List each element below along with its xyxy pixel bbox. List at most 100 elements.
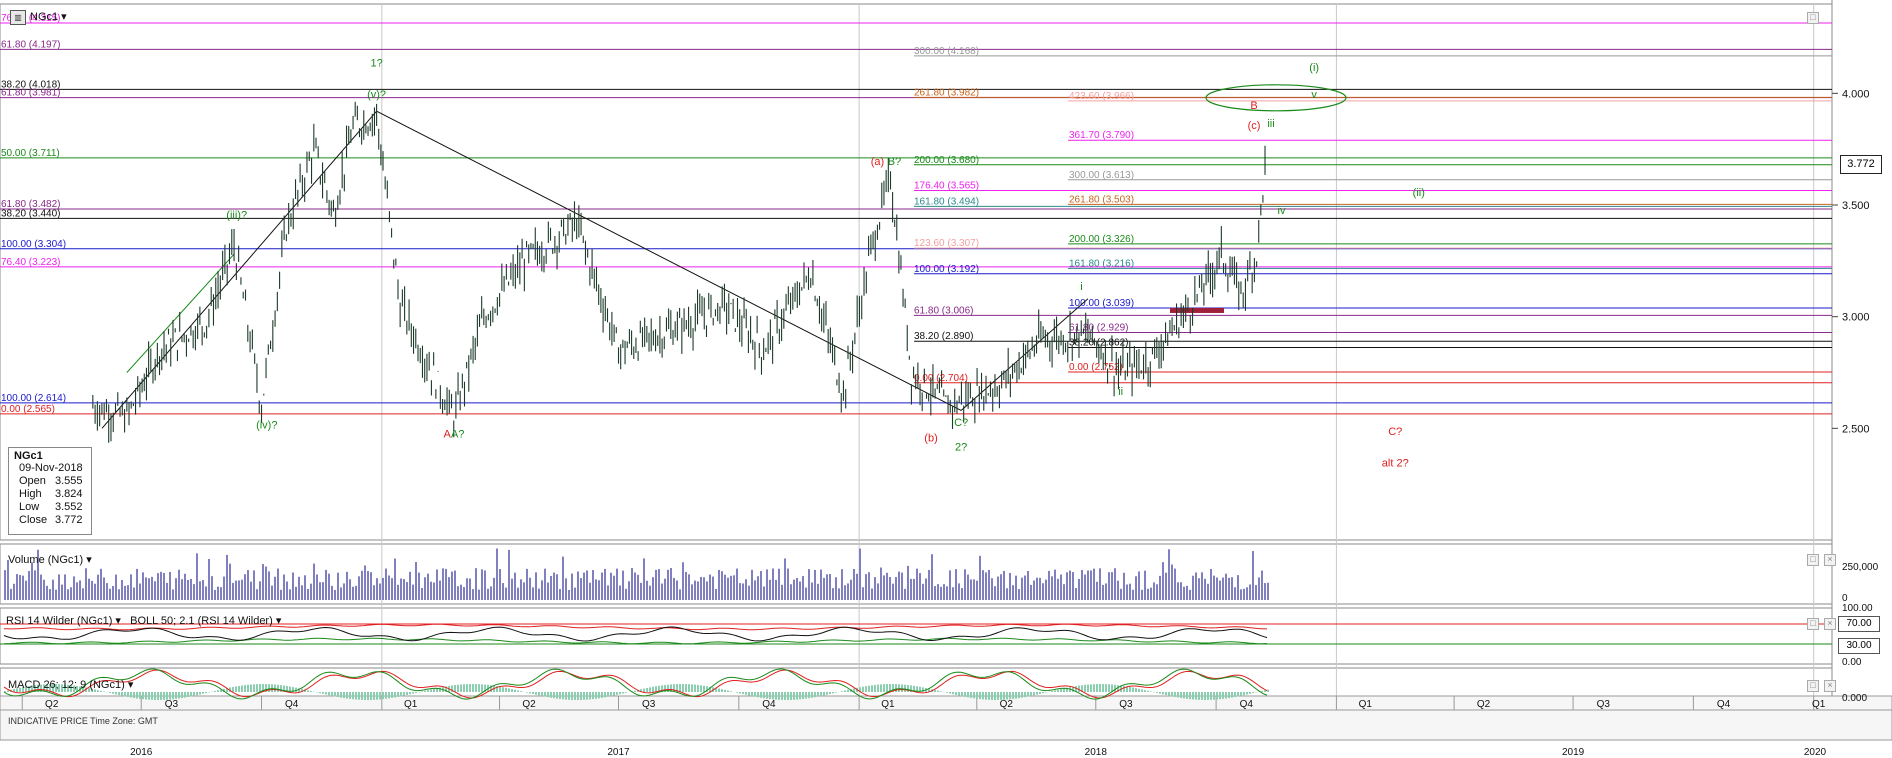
macd-panel-title[interactable]: MACD 26; 12; 9 (NGc1) ▾ (8, 679, 134, 691)
macd-hist-bar (34, 685, 36, 692)
macd-hist-bar (1003, 692, 1005, 700)
macd-hist-bar (451, 685, 453, 692)
macd-hist-bar (865, 686, 867, 692)
macd-hist-bar (94, 689, 96, 692)
volume-bar (838, 588, 840, 600)
volume-bar (802, 576, 804, 600)
volume-bar (31, 562, 33, 600)
volume-bar (529, 577, 531, 600)
volume-bar (412, 584, 414, 600)
volume-bar (445, 568, 447, 600)
volume-bar (1249, 584, 1251, 600)
macd-hist-bar (199, 692, 201, 695)
volume-bar (349, 579, 351, 600)
fib-mid-label-5: 123.60 (3.307) (914, 238, 979, 249)
rsi-close-icon[interactable]: × (1824, 618, 1836, 630)
volume-bar (1093, 568, 1095, 600)
macd-hist-bar (940, 691, 942, 692)
fib-mid-label-7: 61.80 (3.006) (914, 305, 974, 316)
rsi-maximize-icon[interactable]: □ (1807, 618, 1819, 630)
macd-hist-bar (1018, 692, 1020, 699)
macd-hist-bar (184, 692, 186, 698)
macd-hist-bar (331, 692, 333, 696)
macd-hist-bar (715, 687, 717, 692)
volume-bar (952, 587, 954, 600)
volume-maximize-icon[interactable]: □ (1807, 554, 1819, 566)
volume-bar (883, 575, 885, 600)
volume-bar (376, 578, 378, 600)
volume-bar (628, 581, 630, 600)
volume-bar (1255, 585, 1257, 600)
trendline-down (376, 110, 962, 411)
macd-hist-bar (244, 685, 246, 692)
volume-bar (322, 582, 324, 600)
volume-bar (418, 572, 420, 600)
macd-hist-bar (235, 686, 237, 692)
volume-bar (1114, 568, 1116, 600)
macd-hist-bar (1057, 689, 1059, 692)
rsi-title-text: RSI 14 Wilder (NGc1) (6, 615, 113, 627)
fib-mid-label-9: 0.00 (2.704) (914, 373, 968, 384)
volume-bar (319, 582, 321, 600)
macd-hist-bar (853, 688, 855, 692)
macd-hist-bar (361, 692, 363, 700)
volume-bar (409, 571, 411, 600)
info-close-row: Close 3.772 (9, 514, 91, 527)
macd-hist-bar (997, 692, 999, 700)
macd-hist-bar (490, 685, 492, 692)
macd-hist-bar (274, 684, 276, 692)
fib-left-label-10: 0.00 (2.565) (1, 404, 55, 415)
volume-bar (601, 572, 603, 600)
fib-right-label-2: 300.00 (3.613) (1069, 170, 1134, 181)
volume-bar (337, 572, 339, 600)
macd-hist-bar (562, 692, 564, 700)
volume-bar (781, 584, 783, 600)
chart-type-icon[interactable]: ▥ (10, 10, 26, 25)
volume-bar (754, 580, 756, 600)
macd-hist-bar (556, 692, 558, 699)
volume-bar (127, 585, 129, 600)
macd-close-icon[interactable]: × (1824, 680, 1836, 692)
volume-panel-title[interactable]: Volume (NGc1) ▾ (8, 554, 92, 566)
macd-hist-bar (517, 690, 519, 692)
volume-bar (757, 576, 759, 600)
macd-hist-bar (1210, 692, 1212, 700)
volume-close-icon[interactable]: × (1824, 554, 1836, 566)
volume-bar (940, 586, 942, 600)
volume-bar (145, 577, 147, 600)
macd-hist-bar (220, 689, 222, 692)
fib-left-label-4: 50.00 (3.711) (1, 148, 60, 159)
volume-bar (181, 579, 183, 600)
volume-bar (649, 585, 651, 600)
volume-bar (1048, 570, 1050, 600)
macd-hist-bar (1162, 692, 1164, 695)
macd-hist-bar (277, 684, 279, 692)
macd-hist-bar (694, 684, 696, 692)
volume-bar (334, 589, 336, 600)
volume-bar (535, 572, 537, 600)
rsi-line (3, 626, 1268, 642)
macd-hist-bar (532, 692, 534, 694)
macd-hist-bar (322, 692, 324, 694)
info-open-row: Open 3.555 (9, 475, 91, 488)
macd-hist-bar (481, 684, 483, 692)
volume-bar (148, 578, 150, 600)
macd-hist-bar (859, 687, 861, 692)
volume-bar (1135, 576, 1137, 600)
macd-hist-bar (433, 688, 435, 692)
symbol-selector[interactable]: NGc1 ▾ (30, 11, 67, 23)
maximize-icon[interactable]: □ (1807, 12, 1819, 24)
volume-bar (1159, 575, 1161, 600)
rsi-panel-title[interactable]: RSI 14 Wilder (NGc1) ▾ BOLL 50; 2.1 (RSI… (6, 615, 282, 627)
macd-hist-bar (889, 684, 891, 692)
volume-bar (190, 578, 192, 600)
volume-bar (1024, 575, 1026, 600)
volume-bar (1168, 549, 1170, 600)
macd-hist-bar (904, 684, 906, 692)
macd-hist-bar (157, 692, 159, 700)
macd-hist-bar (673, 684, 675, 692)
volume-bar (439, 580, 441, 600)
macd-hist-bar (829, 692, 831, 695)
macd-maximize-icon[interactable]: □ (1807, 680, 1819, 692)
volume-bar (733, 575, 735, 600)
